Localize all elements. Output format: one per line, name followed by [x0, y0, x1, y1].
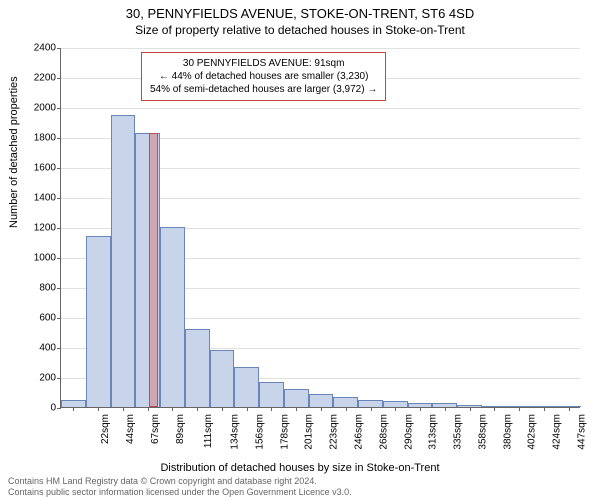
- histogram-bar: [210, 350, 235, 407]
- histogram-bar: [160, 227, 185, 407]
- ytick-mark: [57, 48, 61, 49]
- ytick-mark: [57, 318, 61, 319]
- footer-attribution: Contains HM Land Registry data © Crown c…: [8, 476, 352, 498]
- xtick-mark: [445, 407, 446, 411]
- xtick-label: 447sqm: [576, 414, 587, 450]
- ytick-label: 0: [16, 403, 56, 414]
- ytick-label: 2000: [16, 103, 56, 114]
- xtick-mark: [148, 407, 149, 411]
- xtick-mark: [73, 407, 74, 411]
- xtick-label: 156sqm: [255, 414, 266, 450]
- histogram-bar: [185, 329, 210, 407]
- chart-title: 30, PENNYFIELDS AVENUE, STOKE-ON-TRENT, …: [0, 0, 600, 21]
- gridline: [61, 48, 580, 49]
- annotation-line: 54% of semi-detached houses are larger (…: [150, 83, 377, 96]
- xtick-mark: [470, 407, 471, 411]
- ytick-mark: [57, 78, 61, 79]
- xtick-label: 380sqm: [502, 414, 513, 450]
- xtick-mark: [420, 407, 421, 411]
- chart-container: 30, PENNYFIELDS AVENUE, STOKE-ON-TRENT, …: [0, 0, 600, 500]
- xtick-label: 111sqm: [204, 414, 215, 448]
- ytick-label: 800: [16, 283, 56, 294]
- ytick-mark: [57, 408, 61, 409]
- xtick-label: 223sqm: [329, 414, 340, 450]
- xtick-label: 44sqm: [125, 414, 136, 444]
- xtick-mark: [569, 407, 570, 411]
- xtick-label: 358sqm: [477, 414, 488, 450]
- xtick-mark: [321, 407, 322, 411]
- ytick-mark: [57, 138, 61, 139]
- histogram-bar: [111, 115, 136, 408]
- chart-subtitle: Size of property relative to detached ho…: [0, 21, 600, 37]
- xtick-mark: [494, 407, 495, 411]
- histogram-bar: [309, 394, 334, 408]
- ytick-label: 1400: [16, 193, 56, 204]
- xtick-mark: [296, 407, 297, 411]
- xtick-mark: [544, 407, 545, 411]
- xtick-label: 22sqm: [100, 414, 111, 444]
- xtick-label: 178sqm: [279, 414, 290, 450]
- xtick-label: 89sqm: [175, 414, 186, 444]
- xtick-label: 134sqm: [230, 414, 241, 450]
- xtick-label: 201sqm: [304, 414, 315, 450]
- footer-line-2: Contains public sector information licen…: [8, 487, 352, 498]
- ytick-mark: [57, 198, 61, 199]
- footer-line-1: Contains HM Land Registry data © Crown c…: [8, 476, 352, 487]
- annotation-line: 30 PENNYFIELDS AVENUE: 91sqm: [150, 57, 377, 70]
- xtick-label: 268sqm: [378, 414, 389, 450]
- subject-property-marker: [149, 133, 158, 408]
- xtick-mark: [346, 407, 347, 411]
- ytick-label: 1200: [16, 223, 56, 234]
- ytick-mark: [57, 168, 61, 169]
- gridline: [61, 108, 580, 109]
- xtick-mark: [395, 407, 396, 411]
- xtick-label: 290sqm: [403, 414, 414, 450]
- xtick-mark: [197, 407, 198, 411]
- ytick-mark: [57, 108, 61, 109]
- ytick-mark: [57, 258, 61, 259]
- annotation-box: 30 PENNYFIELDS AVENUE: 91sqm← 44% of det…: [141, 52, 386, 101]
- ytick-label: 1000: [16, 253, 56, 264]
- ytick-label: 2400: [16, 43, 56, 54]
- xtick-label: 335sqm: [453, 414, 464, 450]
- ytick-label: 2200: [16, 73, 56, 84]
- xtick-mark: [172, 407, 173, 411]
- ytick-label: 600: [16, 313, 56, 324]
- xtick-label: 424sqm: [552, 414, 563, 450]
- histogram-bar: [86, 236, 111, 407]
- xtick-mark: [98, 407, 99, 411]
- histogram-bar: [61, 400, 86, 408]
- histogram-bar: [259, 382, 284, 408]
- plot-area: 30 PENNYFIELDS AVENUE: 91sqm← 44% of det…: [60, 48, 580, 408]
- ytick-mark: [57, 288, 61, 289]
- histogram-bar: [333, 397, 358, 408]
- xtick-mark: [519, 407, 520, 411]
- xtick-label: 313sqm: [428, 414, 439, 450]
- xtick-mark: [271, 407, 272, 411]
- xtick-mark: [371, 407, 372, 411]
- ytick-label: 1800: [16, 133, 56, 144]
- xtick-label: 67sqm: [150, 414, 161, 444]
- histogram-bar: [234, 367, 259, 408]
- histogram-bar: [358, 400, 383, 408]
- x-axis-label: Distribution of detached houses by size …: [0, 462, 600, 474]
- annotation-line: ← 44% of detached houses are smaller (3,…: [150, 70, 377, 83]
- histogram-bar: [284, 389, 309, 407]
- xtick-label: 246sqm: [354, 414, 365, 450]
- xtick-mark: [123, 407, 124, 411]
- xtick-label: 402sqm: [527, 414, 538, 450]
- ytick-mark: [57, 228, 61, 229]
- ytick-mark: [57, 348, 61, 349]
- xtick-mark: [247, 407, 248, 411]
- y-axis-label: Number of detached properties: [8, 76, 20, 228]
- ytick-mark: [57, 378, 61, 379]
- ytick-label: 1600: [16, 163, 56, 174]
- xtick-mark: [222, 407, 223, 411]
- ytick-label: 200: [16, 373, 56, 384]
- ytick-label: 400: [16, 343, 56, 354]
